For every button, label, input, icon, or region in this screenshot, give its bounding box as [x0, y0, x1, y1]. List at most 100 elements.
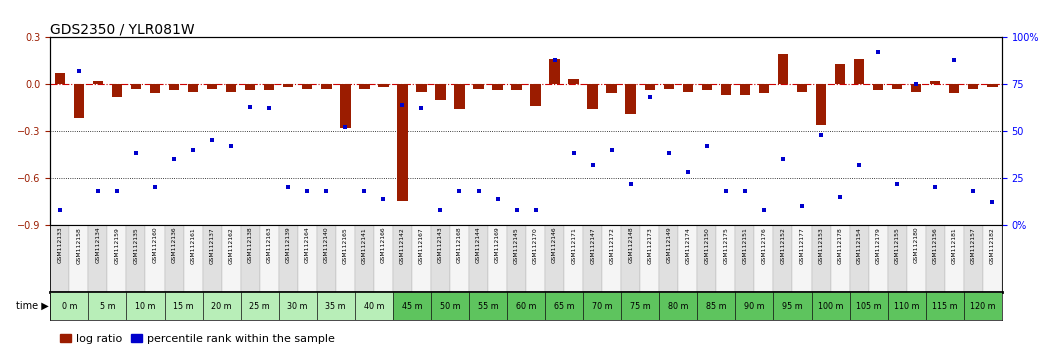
Bar [298, 225, 317, 292]
Bar [949, 84, 960, 93]
Text: GSM112180: GSM112180 [914, 227, 919, 263]
Bar [50, 225, 69, 292]
Bar [945, 225, 964, 292]
Text: GSM112163: GSM112163 [266, 227, 272, 263]
Text: GSM112165: GSM112165 [343, 227, 348, 264]
Bar [854, 59, 864, 84]
Text: 15 m: 15 m [173, 302, 194, 311]
Text: GSM112142: GSM112142 [400, 227, 405, 264]
Bar [373, 225, 393, 292]
Bar [758, 84, 769, 93]
Bar [355, 225, 373, 292]
Text: GSM112166: GSM112166 [381, 227, 386, 263]
Bar [469, 292, 507, 320]
Text: GSM112150: GSM112150 [704, 227, 709, 264]
Bar [416, 84, 427, 92]
Bar [435, 84, 446, 100]
Bar [150, 84, 160, 93]
Bar [398, 84, 408, 201]
Bar [911, 84, 921, 92]
Text: GSM112134: GSM112134 [95, 227, 101, 263]
Bar [184, 225, 202, 292]
Bar [469, 225, 488, 292]
Text: GSM112162: GSM112162 [229, 227, 234, 264]
Bar [240, 225, 260, 292]
Text: GSM112154: GSM112154 [857, 227, 861, 264]
Bar [850, 225, 869, 292]
Bar [92, 81, 103, 84]
Text: GSM112148: GSM112148 [628, 227, 634, 263]
Bar [511, 84, 521, 90]
Bar [545, 292, 583, 320]
Bar [431, 225, 450, 292]
Bar [165, 292, 202, 320]
Text: 70 m: 70 m [592, 302, 613, 311]
Text: GSM112151: GSM112151 [743, 227, 747, 264]
Text: GSM112137: GSM112137 [210, 227, 215, 264]
Text: GSM112159: GSM112159 [114, 227, 120, 264]
Bar [226, 84, 236, 92]
Text: GSM112164: GSM112164 [305, 227, 309, 263]
Bar [127, 292, 165, 320]
Text: GSM112153: GSM112153 [818, 227, 823, 264]
Text: GSM112155: GSM112155 [895, 227, 900, 264]
Text: 115 m: 115 m [932, 302, 958, 311]
Text: GSM112152: GSM112152 [780, 227, 786, 264]
Text: GSM112170: GSM112170 [533, 227, 538, 264]
Text: 60 m: 60 m [516, 302, 536, 311]
Text: 35 m: 35 m [325, 302, 346, 311]
Text: GSM112143: GSM112143 [437, 227, 443, 263]
Text: 85 m: 85 m [706, 302, 727, 311]
Text: GSM112179: GSM112179 [876, 227, 880, 264]
Bar [107, 225, 127, 292]
Bar [569, 79, 579, 84]
Bar [777, 55, 788, 84]
Legend: log ratio, percentile rank within the sample: log ratio, percentile rank within the sa… [56, 330, 339, 348]
Bar [716, 225, 735, 292]
Bar [264, 84, 275, 90]
Text: 95 m: 95 m [783, 302, 802, 311]
Bar [683, 84, 693, 92]
Bar [127, 225, 146, 292]
Bar [393, 225, 412, 292]
Bar [583, 225, 602, 292]
Text: GSM112177: GSM112177 [799, 227, 805, 264]
Bar [221, 225, 240, 292]
Bar [545, 225, 564, 292]
Bar [679, 225, 698, 292]
Bar [887, 225, 906, 292]
Text: GSM112172: GSM112172 [609, 227, 615, 264]
Bar [964, 225, 983, 292]
Bar [987, 84, 998, 87]
Text: GSM112158: GSM112158 [77, 227, 82, 264]
Bar [721, 84, 731, 95]
Text: GSM112174: GSM112174 [685, 227, 690, 264]
Text: 10 m: 10 m [135, 302, 155, 311]
Bar [531, 84, 541, 106]
Bar [340, 84, 350, 128]
Bar [930, 81, 940, 84]
Bar [488, 225, 507, 292]
Bar [792, 225, 812, 292]
Bar [188, 84, 198, 92]
Bar [968, 84, 979, 89]
Bar [887, 292, 925, 320]
Bar [869, 225, 887, 292]
Bar [321, 84, 331, 89]
Text: GSM112175: GSM112175 [724, 227, 728, 264]
Text: GSM112181: GSM112181 [951, 227, 957, 264]
Bar [583, 292, 621, 320]
Bar [797, 84, 808, 92]
Text: GSM112144: GSM112144 [476, 227, 481, 263]
Bar [773, 225, 792, 292]
Bar [527, 225, 545, 292]
Text: 100 m: 100 m [818, 302, 843, 311]
Text: 120 m: 120 m [970, 302, 996, 311]
Text: GSM112141: GSM112141 [362, 227, 367, 264]
Bar [983, 225, 1002, 292]
Text: 105 m: 105 m [856, 302, 881, 311]
Bar [964, 292, 1002, 320]
Text: GSM112168: GSM112168 [457, 227, 462, 263]
Bar [492, 84, 502, 90]
Text: 75 m: 75 m [629, 302, 650, 311]
